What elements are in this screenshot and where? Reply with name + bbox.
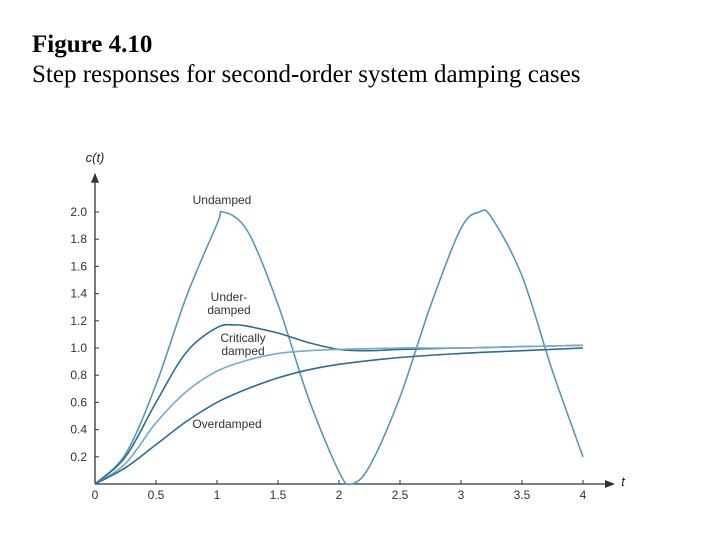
y-tick-label: 1.6: [70, 259, 87, 273]
series-line-undamped: [94, 209, 584, 486]
x-tick-label: 1: [214, 488, 221, 502]
y-tick-label: 2.0: [70, 205, 87, 219]
y-tick-label: 1.8: [70, 232, 87, 246]
y-tick-label: 1.2: [70, 314, 87, 328]
y-tick-label: 0.2: [70, 450, 87, 464]
figure-caption: Step responses for second-order system d…: [32, 61, 581, 88]
x-tick-label: 2: [336, 488, 343, 502]
y-tick-label: 1.0: [70, 341, 87, 355]
annotation-undamped: Undamped: [193, 193, 252, 207]
annotation-overdamped: Overdamped: [192, 417, 261, 431]
annotation-underdamped: Under-damped: [207, 290, 250, 317]
x-tick-label: 3.5: [514, 488, 531, 502]
x-tick-label: 2.5: [392, 488, 409, 502]
x-axis-title: t: [621, 474, 626, 489]
x-tick-label: 1.5: [270, 488, 287, 502]
figure-label: Figure 4.10: [32, 31, 153, 58]
figure-title-block: Figure 4.10 Step responses for second-or…: [32, 30, 692, 90]
y-axis-title: c(t): [86, 150, 105, 165]
series-line-overdamped: [94, 347, 584, 485]
series-line-critically-damped: [94, 344, 584, 485]
x-tick-label: 0.5: [148, 488, 165, 502]
x-tick-label: 0: [92, 488, 99, 502]
annotation-critically-damped: Critically damped: [220, 331, 265, 358]
y-tick-label: 0.8: [70, 368, 87, 382]
x-tick-label: 3: [458, 488, 465, 502]
y-tick-label: 1.4: [70, 287, 87, 301]
y-tick-label: 0.4: [70, 423, 87, 437]
x-tick-label: 4: [580, 488, 587, 502]
y-tick-label: 0.6: [70, 395, 87, 409]
